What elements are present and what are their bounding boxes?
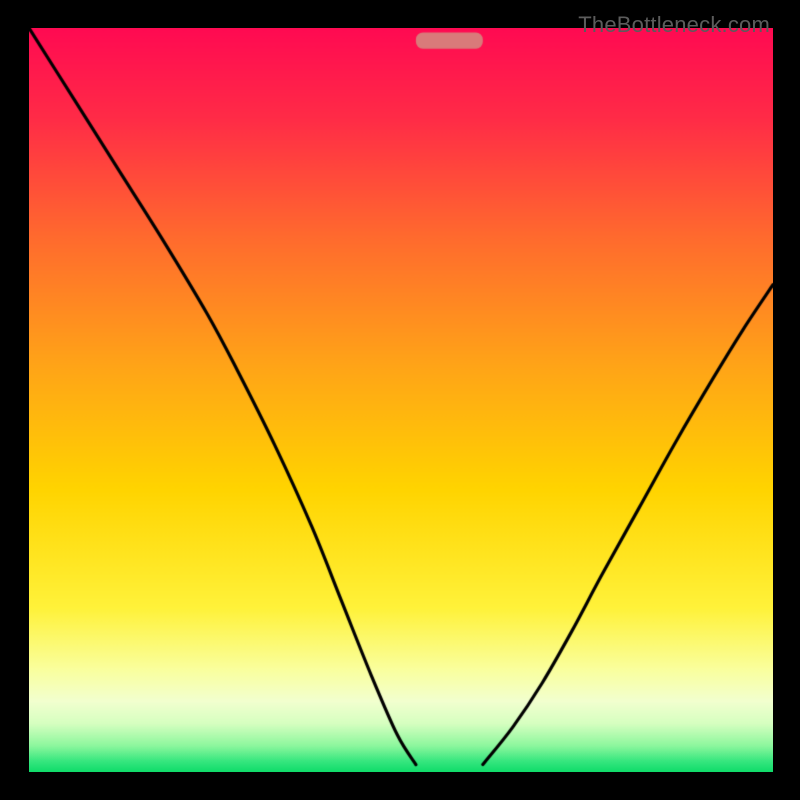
plot-canvas: [29, 28, 773, 772]
plot-area: [29, 28, 773, 772]
chart-stage: TheBottleneck.com: [0, 0, 800, 800]
watermark-label: TheBottleneck.com: [578, 12, 770, 38]
